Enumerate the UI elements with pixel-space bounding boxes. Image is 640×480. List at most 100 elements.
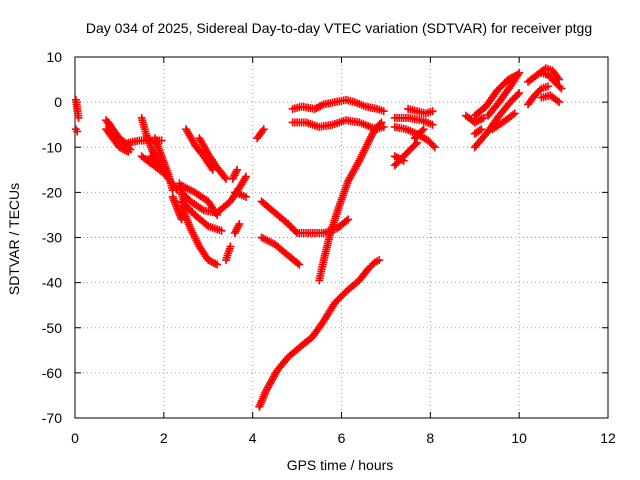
data-point-marker <box>258 127 267 136</box>
x-tick-label: 0 <box>71 430 79 446</box>
data-point-marker <box>74 113 83 122</box>
x-tick-labels: 0 2 4 6 8 10 12 <box>71 430 616 446</box>
data-point-marker <box>220 173 229 182</box>
y-tick-label: 10 <box>46 49 62 65</box>
y-tick-label: -20 <box>42 184 62 200</box>
data-point-marker <box>310 104 319 113</box>
data-point-marker <box>515 68 524 77</box>
data-point-marker <box>230 171 239 180</box>
data-point-marker <box>232 225 241 234</box>
y-axis-label: SDTVAR / TECUs <box>6 183 22 295</box>
x-tick-label: 10 <box>511 430 527 446</box>
data-point-marker <box>418 126 427 135</box>
x-tick-label: 8 <box>426 430 434 446</box>
data-point-marker <box>390 152 399 161</box>
data-point-marker <box>428 120 437 129</box>
data-point-marker <box>232 167 241 176</box>
data-point-marker <box>217 226 226 235</box>
data-point-marker <box>508 110 517 119</box>
data-point-marker <box>510 109 519 118</box>
data-point-marker <box>515 89 524 98</box>
data-point-marker <box>392 153 401 162</box>
y-tick-label: 0 <box>54 94 62 110</box>
data-point-marker <box>126 145 135 154</box>
data-point-marker <box>477 125 486 134</box>
data-point-marker <box>293 259 302 268</box>
data-point-marker <box>172 184 181 193</box>
y-tick-label: -30 <box>42 230 62 246</box>
data-point-marker <box>259 125 268 134</box>
data-point-marker <box>317 101 326 110</box>
data-point-marker <box>475 126 484 135</box>
data-point-marker <box>394 154 403 163</box>
data-point-marker <box>513 90 522 99</box>
data-point-marker <box>204 256 213 265</box>
data-point-marker <box>231 227 240 236</box>
y-tick-labels: 10 0 -10 -20 -30 -40 -50 -60 -70 <box>42 49 62 426</box>
data-point-marker <box>504 75 513 84</box>
data-point-marker <box>73 127 82 136</box>
data-point-marker <box>396 154 405 163</box>
data-point-marker <box>173 186 182 195</box>
x-tick-label: 6 <box>338 430 346 446</box>
data-point-marker <box>474 116 483 125</box>
data-point-marker <box>235 219 244 228</box>
data-point-marker <box>233 223 242 232</box>
data-point-marker <box>344 215 353 224</box>
data-point-marker <box>375 256 384 265</box>
data-point-marker <box>397 155 406 164</box>
data-point-marker <box>470 118 479 127</box>
y-tick-label: -70 <box>42 410 62 426</box>
data-point-marker <box>430 143 439 152</box>
data-point-marker <box>555 82 564 91</box>
data-point-marker <box>429 141 438 150</box>
data-point-marker <box>544 82 553 91</box>
data-point-marker <box>379 107 388 116</box>
data-point-marker <box>207 257 216 266</box>
data-point-marker <box>476 115 485 124</box>
data-point-marker <box>419 125 428 134</box>
chart-title: Day 034 of 2025, Sidereal Day-to-day VTE… <box>86 20 592 36</box>
data-point-marker <box>291 227 300 236</box>
data-point-marker <box>242 172 251 181</box>
data-point-marker <box>213 260 222 269</box>
data-point-marker <box>557 84 566 93</box>
data-point-marker <box>211 259 220 268</box>
data-point-marker <box>428 107 437 116</box>
y-tick-label: -60 <box>42 365 62 381</box>
data-point-marker <box>312 103 321 112</box>
data-point-marker <box>553 96 562 105</box>
data-point-marker <box>477 114 486 123</box>
data-point-marker <box>177 215 186 224</box>
data-point-marker <box>479 113 488 122</box>
x-tick-label: 2 <box>160 430 168 446</box>
grid-lines <box>75 57 608 418</box>
data-marks <box>71 64 566 411</box>
data-point-marker <box>295 260 304 269</box>
data-point-marker <box>314 103 323 112</box>
y-tick-label: -40 <box>42 275 62 291</box>
data-point-marker <box>242 192 251 201</box>
x-tick-label: 4 <box>249 430 257 446</box>
data-point-marker <box>472 117 481 126</box>
data-point-marker <box>231 169 240 178</box>
data-point-marker <box>342 216 351 225</box>
y-tick-label: -10 <box>42 139 62 155</box>
data-point-marker <box>316 102 325 111</box>
data-point-marker <box>555 98 564 107</box>
data-point-marker <box>209 258 218 267</box>
x-tick-label: 12 <box>600 430 616 446</box>
x-axis-label: GPS time / hours <box>287 457 394 473</box>
data-point-marker <box>208 165 217 174</box>
data-point-marker <box>229 173 238 182</box>
data-point-marker <box>179 197 188 206</box>
y-tick-label: -50 <box>42 320 62 336</box>
data-point-marker <box>399 156 408 165</box>
data-point-marker <box>228 174 237 183</box>
data-point-marker <box>230 228 239 237</box>
data-point-marker <box>206 256 215 265</box>
data-point-marker <box>379 122 388 131</box>
data-point-marker <box>234 221 243 230</box>
data-point-marker <box>226 242 235 251</box>
data-point-marker <box>233 165 242 174</box>
